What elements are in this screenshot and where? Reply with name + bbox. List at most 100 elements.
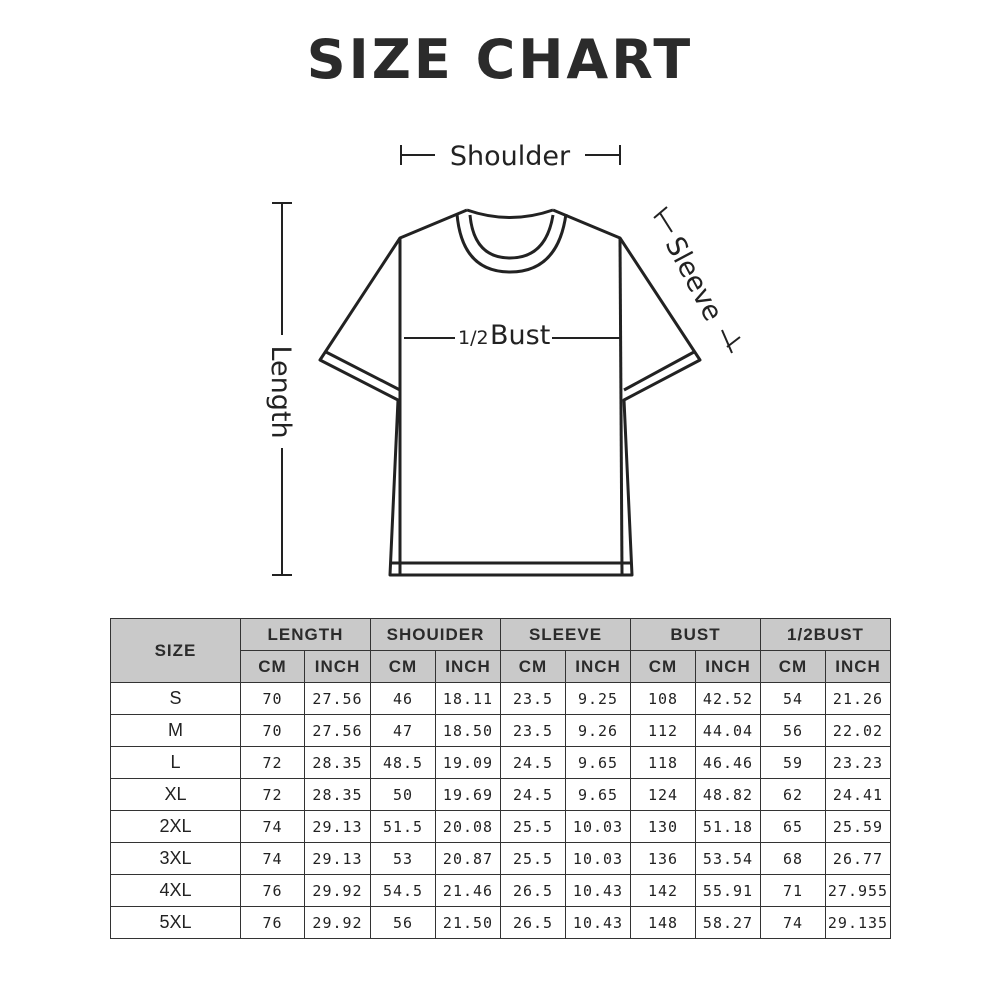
unit-header: CM [760,650,826,683]
table-row: XL 72 28.35 50 19.69 24.5 9.65 124 48.82 62 24.41 [110,778,891,811]
value-cell: 71 [760,874,826,907]
value-cell: 9.65 [565,778,631,811]
value-cell: 19.09 [435,746,501,779]
value-cell: 68 [760,842,826,875]
value-cell: 112 [630,714,696,747]
tshirt-outline [318,208,702,577]
value-cell: 9.26 [565,714,631,747]
value-cell: 51.18 [695,810,761,843]
value-cell: 62 [760,778,826,811]
value-cell: 26.5 [500,906,566,939]
value-cell: 25.5 [500,842,566,875]
unit-header: CM [500,650,566,683]
header-row-units: CM INCH CM INCH CM INCH CM INCH CM INCH [111,650,891,683]
group-header-length: LENGTH [240,618,371,651]
size-cell: 5XL [110,906,241,939]
measure-lines [272,145,741,576]
page-title: SIZE CHART [306,28,694,91]
unit-header: INCH [825,650,891,683]
value-cell: 26.77 [825,842,891,875]
value-cell: 70 [240,714,305,747]
value-cell: 27.56 [304,714,371,747]
value-cell: 118 [630,746,696,779]
value-cell: 59 [760,746,826,779]
value-cell: 53.54 [695,842,761,875]
value-cell: 21.50 [435,906,501,939]
tshirt-diagram: Shoulder Length Sleeve 1/2 Bust [265,141,741,577]
value-cell: 10.03 [565,810,631,843]
value-cell: 18.50 [435,714,501,747]
value-cell: 53 [370,842,436,875]
value-cell: 10.43 [565,874,631,907]
value-cell: 51.5 [370,810,436,843]
value-cell: 9.25 [565,682,631,715]
value-cell: 21.26 [825,682,891,715]
size-cell: L [110,746,241,779]
value-cell: 24.5 [500,778,566,811]
length-label: Length [265,345,296,438]
value-cell: 25.5 [500,810,566,843]
value-cell: 54 [760,682,826,715]
table-row: 4XL 76 29.92 54.5 21.46 26.5 10.43 142 55.91 71 27… [110,874,891,907]
table-row: L 72 28.35 48.5 19.09 24.5 9.65 118 46.46 59 23.23 [110,746,891,779]
bust-label-prefix: 1/2 [458,327,489,349]
group-header-sleeve: SLEEVE [500,618,631,651]
value-cell: 55.91 [695,874,761,907]
header-row-groups: SIZE LENGTH SHOUIDER SLEEVE BUST 1/2BUST [110,618,891,683]
value-cell: 50 [370,778,436,811]
value-cell: 108 [630,682,696,715]
value-cell: 48.82 [695,778,761,811]
value-cell: 21.46 [435,874,501,907]
value-cell: 27.955 [825,874,891,907]
value-cell: 47 [370,714,436,747]
value-cell: 10.03 [565,842,631,875]
size-cell: 4XL [110,874,241,907]
table-row: S 70 27.56 46 18.11 23.5 9.25 108 42.52 54 21.26 [110,682,891,715]
unit-header: INCH [565,650,631,683]
value-cell: 130 [630,810,696,843]
size-cell: 3XL [110,842,241,875]
value-cell: 25.59 [825,810,891,843]
value-cell: 58.27 [695,906,761,939]
value-cell: 46.46 [695,746,761,779]
value-cell: 28.35 [304,778,371,811]
table-row: M 70 27.56 47 18.50 23.5 9.26 112 44.04 56 22.02 [110,714,891,747]
value-cell: 54.5 [370,874,436,907]
value-cell: 76 [240,906,305,939]
value-cell: 72 [240,778,305,811]
value-cell: 136 [630,842,696,875]
unit-header: INCH [304,650,371,683]
value-cell: 124 [630,778,696,811]
value-cell: 76 [240,874,305,907]
value-cell: 29.135 [825,906,891,939]
value-cell: 9.65 [565,746,631,779]
unit-header: INCH [435,650,501,683]
value-cell: 44.04 [695,714,761,747]
value-cell: 72 [240,746,305,779]
group-header-half-bust: 1/2BUST [760,618,891,651]
value-cell: 20.08 [435,810,501,843]
value-cell: 10.43 [565,906,631,939]
value-cell: 29.92 [304,874,371,907]
value-cell: 74 [760,906,826,939]
value-cell: 74 [240,810,305,843]
value-cell: 26.5 [500,874,566,907]
value-cell: 29.92 [304,906,371,939]
value-cell: 148 [630,906,696,939]
unit-header: CM [240,650,305,683]
value-cell: 74 [240,842,305,875]
size-cell: S [110,682,241,715]
value-cell: 18.11 [435,682,501,715]
size-cell: XL [110,778,241,811]
size-cell: 2XL [110,810,241,843]
value-cell: 70 [240,682,305,715]
value-cell: 65 [760,810,826,843]
shoulder-label: Shoulder [450,141,571,172]
value-cell: 23.5 [500,682,566,715]
value-cell: 27.56 [304,682,371,715]
value-cell: 24.41 [825,778,891,811]
value-cell: 48.5 [370,746,436,779]
value-cell: 29.13 [304,842,371,875]
value-cell: 142 [630,874,696,907]
value-cell: 24.5 [500,746,566,779]
